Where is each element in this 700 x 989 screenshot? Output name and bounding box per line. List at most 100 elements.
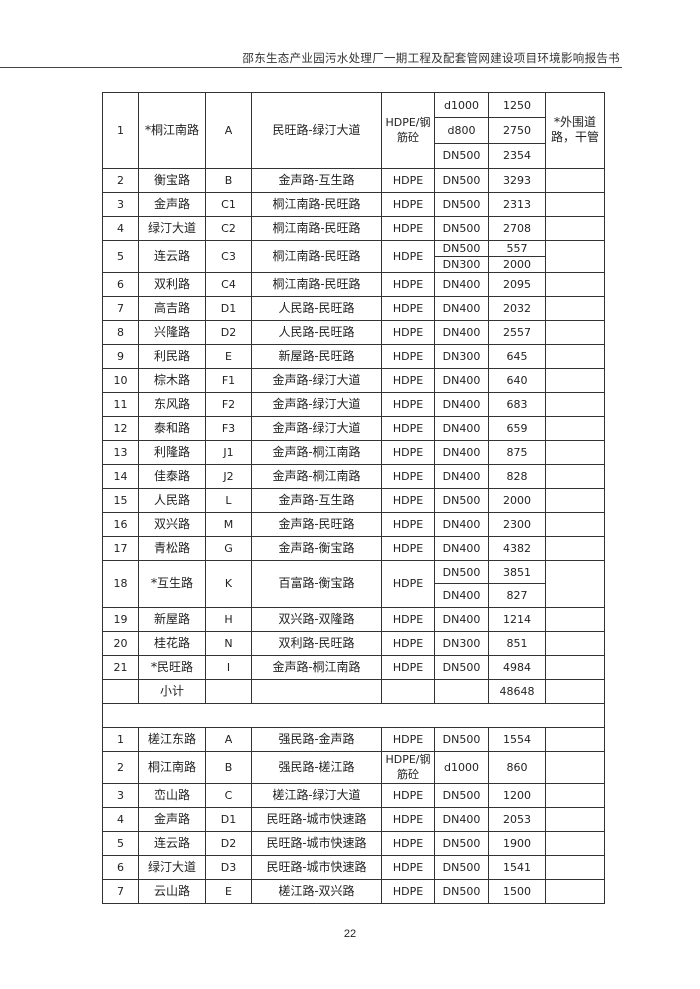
row-number: 2 bbox=[102, 167, 139, 193]
empty-cell bbox=[205, 678, 252, 704]
remark bbox=[545, 167, 605, 193]
row-number: 13 bbox=[102, 439, 139, 465]
pipe-diameter: d1000 bbox=[434, 91, 489, 119]
road-code: D3 bbox=[205, 854, 252, 880]
pipe-diameter: DN500 bbox=[434, 487, 489, 513]
pipe-length: 3851 bbox=[488, 559, 546, 585]
road-name: 利民路 bbox=[138, 343, 206, 369]
road-section: 百富路-衡宝路 bbox=[251, 559, 382, 608]
pipe-diameter: DN400 bbox=[434, 606, 489, 632]
road-name: 东风路 bbox=[138, 391, 206, 417]
road-name: 绿汀大道 bbox=[138, 215, 206, 241]
pipe-length: 640 bbox=[488, 367, 546, 393]
pipe-diameter: DN300 bbox=[434, 343, 489, 369]
road-name: 绿汀大道 bbox=[138, 854, 206, 880]
row-number: 21 bbox=[102, 654, 139, 680]
remark bbox=[545, 606, 605, 632]
pipe-length: 875 bbox=[488, 439, 546, 465]
row-number: 7 bbox=[102, 878, 139, 904]
road-name: 双兴路 bbox=[138, 511, 206, 537]
pipe-length: 828 bbox=[488, 463, 546, 489]
road-code: F1 bbox=[205, 367, 252, 393]
road-name: 双利路 bbox=[138, 271, 206, 297]
remark bbox=[545, 750, 605, 784]
pipe-length: 4984 bbox=[488, 654, 546, 680]
subtotal-label: 小计 bbox=[138, 678, 206, 704]
pipe-material: HDPE bbox=[381, 215, 435, 241]
remark bbox=[545, 415, 605, 441]
row-number: 3 bbox=[102, 191, 139, 217]
row-number: 16 bbox=[102, 511, 139, 537]
road-section: 强民路-槎江路 bbox=[251, 750, 382, 784]
pipe-length: 1500 bbox=[488, 878, 546, 904]
road-code: C bbox=[205, 782, 252, 808]
pipe-diameter: DN500 bbox=[434, 830, 489, 856]
road-name: *互生路 bbox=[138, 559, 206, 608]
pipe-material: HDPE bbox=[381, 806, 435, 832]
pipe-length: 1214 bbox=[488, 606, 546, 632]
table-row: 2 衡宝路 B 金声路-互生路 HDPE DN500 3293 bbox=[102, 167, 605, 193]
row-number: 6 bbox=[102, 854, 139, 880]
remark bbox=[545, 559, 605, 608]
pipe-material: HDPE bbox=[381, 391, 435, 417]
pipe-length: 659 bbox=[488, 415, 546, 441]
pipe-material: HDPE bbox=[381, 782, 435, 808]
table-row: 6 双利路 C4 桐江南路-民旺路 HDPE DN400 2095 bbox=[102, 271, 605, 297]
road-name: 连云路 bbox=[138, 239, 206, 273]
pipe-material: HDPE bbox=[381, 167, 435, 193]
road-code: I bbox=[205, 654, 252, 680]
pipe-length: 557 bbox=[488, 239, 546, 257]
remark bbox=[545, 239, 605, 273]
row-number: 4 bbox=[102, 806, 139, 832]
road-code: E bbox=[205, 343, 252, 369]
pipe-diameter: d1000 bbox=[434, 750, 489, 784]
pipe-length: 851 bbox=[488, 630, 546, 656]
page-number: 22 bbox=[343, 928, 357, 940]
pipe-diameter: DN500 bbox=[434, 167, 489, 193]
road-code: G bbox=[205, 535, 252, 561]
road-section: 金声路-互生路 bbox=[251, 487, 382, 513]
pipe-diameter: DN500 bbox=[434, 654, 489, 680]
pipe-material: HDPE bbox=[381, 487, 435, 513]
remark bbox=[545, 806, 605, 832]
road-code: E bbox=[205, 878, 252, 904]
pipe-diameter: DN500 bbox=[434, 191, 489, 217]
road-code: D2 bbox=[205, 830, 252, 856]
pipe-diameter: DN400 bbox=[434, 439, 489, 465]
row-number: 18 bbox=[102, 559, 139, 608]
subtotal-value: 48648 bbox=[488, 678, 546, 704]
road-section: 金声路-民旺路 bbox=[251, 511, 382, 537]
remark bbox=[545, 463, 605, 489]
row-number: 17 bbox=[102, 535, 139, 561]
road-name: 连云路 bbox=[138, 830, 206, 856]
road-code: C3 bbox=[205, 239, 252, 273]
pipe-material: HDPE bbox=[381, 415, 435, 441]
pipe-length: 860 bbox=[488, 750, 546, 784]
road-name: 桂花路 bbox=[138, 630, 206, 656]
table-row: 10 棕木路 F1 金声路-绿汀大道 HDPE DN400 640 bbox=[102, 367, 605, 393]
row-number: 14 bbox=[102, 463, 139, 489]
pipe-length: 1554 bbox=[488, 726, 546, 752]
row-number: 8 bbox=[102, 319, 139, 345]
empty-cell bbox=[545, 678, 605, 704]
road-name: 佳泰路 bbox=[138, 463, 206, 489]
remark bbox=[545, 319, 605, 345]
pipe-length: 2000 bbox=[488, 255, 546, 273]
row-number: 10 bbox=[102, 367, 139, 393]
road-name: 槎江东路 bbox=[138, 726, 206, 752]
road-name: 新屋路 bbox=[138, 606, 206, 632]
remark bbox=[545, 367, 605, 393]
remark bbox=[545, 191, 605, 217]
pipe-length: 3293 bbox=[488, 167, 546, 193]
pipe-length: 2557 bbox=[488, 319, 546, 345]
table-row: 17 青松路 G 金声路-衡宝路 HDPE DN400 4382 bbox=[102, 535, 605, 561]
road-code: A bbox=[205, 726, 252, 752]
road-name: 泰和路 bbox=[138, 415, 206, 441]
road-name: 桐江南路 bbox=[138, 750, 206, 784]
road-section: 金声路-桐江南路 bbox=[251, 463, 382, 489]
table-row: 7 云山路 E 槎江路-双兴路 HDPE DN500 1500 bbox=[102, 878, 605, 904]
pipe-diameter: DN500 bbox=[434, 854, 489, 880]
pipe-material: HDPE bbox=[381, 319, 435, 345]
pipe-length: 827 bbox=[488, 583, 546, 608]
remark bbox=[545, 487, 605, 513]
